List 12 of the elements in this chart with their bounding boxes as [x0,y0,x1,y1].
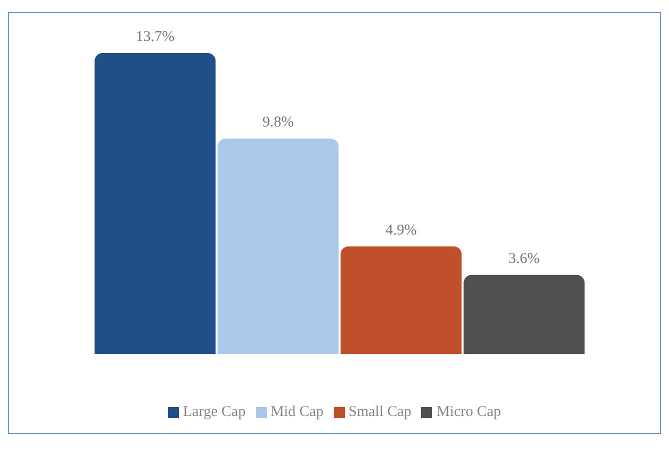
data-label: 9.8% [262,114,294,131]
data-label: 13.7% [136,29,175,45]
legend-label: Mid Cap [270,404,324,420]
bar [464,274,585,354]
bar [94,53,216,354]
data-label: 3.6% [508,250,540,267]
legend-label: Small Cap [348,404,412,420]
legend-label: Micro Cap [436,404,502,420]
bar [218,138,339,354]
data-label: 4.9% [386,222,417,238]
bar [340,246,462,354]
legend-label: Large Cap [182,404,246,420]
